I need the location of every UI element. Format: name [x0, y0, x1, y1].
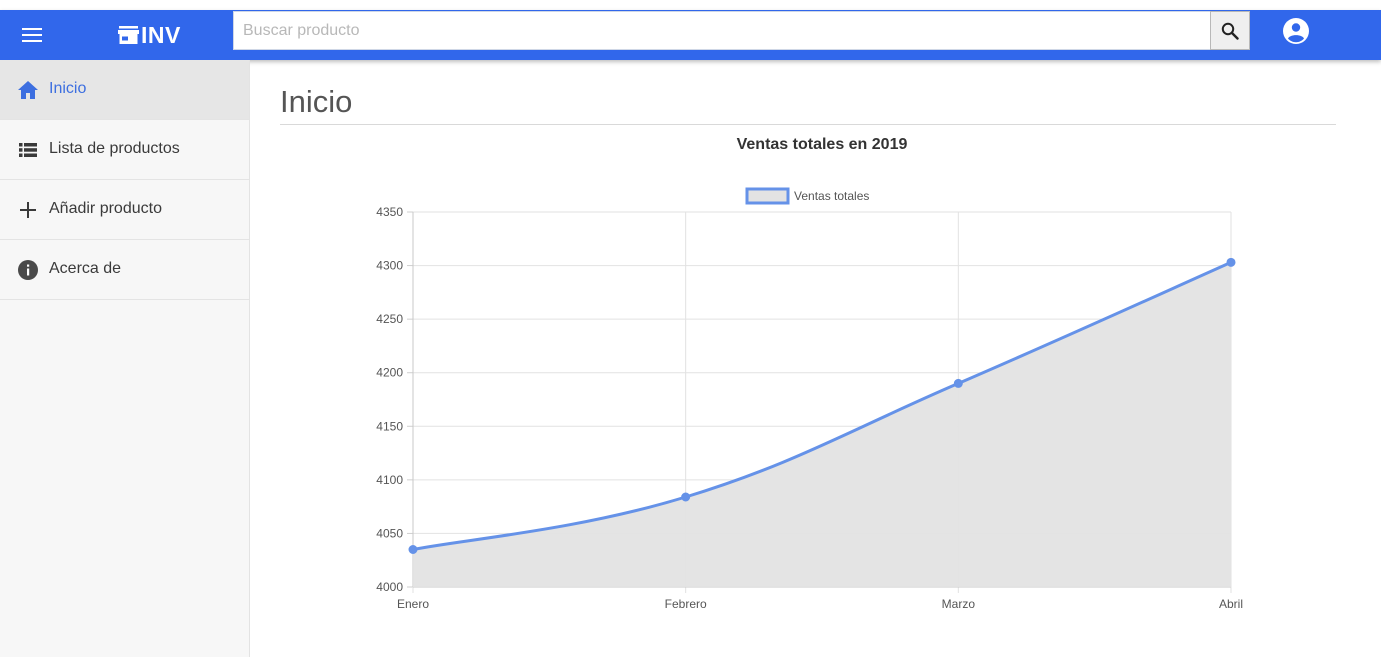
main-content: Inicio Ventas totales en 2019 4000 4050 410… [250, 60, 1381, 657]
sidebar-item-label: Lista de productos [49, 140, 180, 157]
info-icon [17, 259, 39, 281]
menu-icon [22, 28, 42, 42]
y-tick-label: 4050 [376, 526, 403, 540]
brand-name: INV [141, 21, 181, 48]
x-tick-label: Marzo [942, 597, 976, 611]
sidebar: Inicio Lista de productos Añadir product… [0, 60, 250, 657]
account-circle-icon [1283, 18, 1309, 44]
data-point [681, 492, 691, 502]
sidebar-item-inicio[interactable]: Inicio [0, 60, 249, 120]
y-tick-label: 4100 [376, 473, 403, 487]
x-tick-label: Enero [397, 597, 429, 611]
y-tick-label: 4150 [376, 419, 403, 433]
sidebar-item-lista-de-productos[interactable]: Lista de productos [0, 120, 249, 180]
sidebar-item-label: Añadir producto [49, 200, 162, 217]
sidebar-item-acerca-de[interactable]: Acerca de [0, 240, 249, 300]
legend-label: Ventas totales [794, 189, 869, 203]
y-tick-label: 4200 [376, 366, 403, 380]
search-icon [1221, 22, 1239, 40]
menu-button[interactable] [14, 17, 50, 53]
app-bar: INV [0, 0, 1381, 60]
sidebar-item-label: Inicio [49, 80, 87, 97]
data-point [953, 378, 963, 388]
search-bar [233, 11, 1250, 50]
sidebar-item-label: Acerca de [49, 260, 122, 277]
app-bar-main: INV [0, 10, 1381, 60]
legend-swatch [745, 187, 790, 205]
search-input[interactable] [233, 11, 1211, 50]
store-icon [118, 26, 139, 44]
search-button[interactable] [1210, 11, 1250, 50]
x-tick-label: Febrero [665, 597, 707, 611]
account-button[interactable] [1279, 14, 1313, 48]
series-area [413, 262, 1231, 587]
y-tick-label: 4350 [376, 205, 403, 219]
chart-title: Ventas totales en 2019 [737, 136, 908, 153]
home-icon [17, 79, 39, 101]
data-point [1226, 257, 1236, 267]
y-tick-label: 4300 [376, 259, 403, 273]
page-title: Inicio [280, 84, 353, 119]
brand[interactable]: INV [118, 17, 181, 53]
data-point [408, 545, 418, 554]
app-bar-top-strip [0, 0, 1381, 10]
sidebar-item-anadir-producto[interactable]: Añadir producto [0, 180, 249, 240]
y-tick-label: 4000 [376, 580, 403, 594]
series-line [412, 260, 1232, 551]
title-divider [280, 124, 1336, 125]
list-icon [17, 139, 39, 161]
y-tick-label: 4250 [376, 312, 403, 326]
sales-chart: Ventas totales en 2019 4000 4050 4100 4150 42… [376, 136, 1243, 611]
plus-icon [17, 199, 39, 221]
x-tick-label: Abril [1219, 597, 1243, 611]
